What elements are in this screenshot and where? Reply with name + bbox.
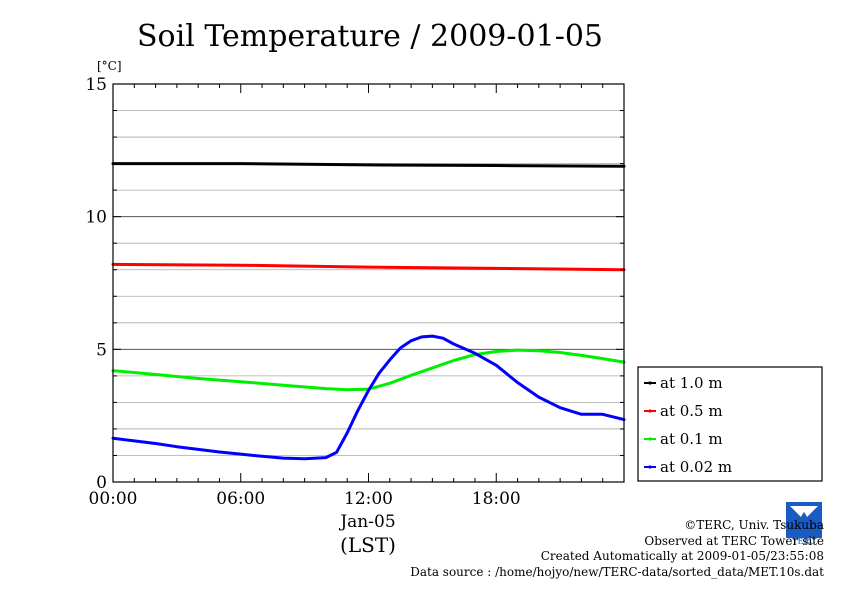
terc-logo-text: TERC xyxy=(792,537,815,546)
site-text: Observed at TERC Tower site xyxy=(644,533,824,548)
legend-label: at 1.0 m xyxy=(660,374,723,392)
series-line xyxy=(111,348,626,392)
x-tick-label: 06:00 xyxy=(216,489,265,509)
created-text: Created Automatically at 2009-01-05/23:5… xyxy=(540,549,824,564)
series-line xyxy=(111,162,626,168)
legend-marker xyxy=(648,409,652,413)
legend-label: at 0.02 m xyxy=(660,458,732,476)
y-tick-label: 15 xyxy=(85,75,107,95)
legend-label: at 0.5 m xyxy=(660,402,723,420)
series-line xyxy=(111,262,626,272)
axis-ticks: 0 5 10 15 00:00 06:00 12:00 18:00 xyxy=(85,75,625,509)
x-tick-label: 18:00 xyxy=(472,489,521,509)
legend: at 1.0 m at 0.5 m at 0.1 m at 0.02 m xyxy=(637,366,823,482)
x-axis-label: (LST) xyxy=(340,533,396,557)
water-drop-icon xyxy=(799,512,809,530)
y-tick-label: 0 xyxy=(96,473,107,493)
y-tick-label: 10 xyxy=(85,208,107,228)
series-lines xyxy=(111,162,626,461)
chart-title: Soil Temperature / 2009-01-05 xyxy=(137,19,603,54)
legend-marker xyxy=(648,381,652,385)
x-date-label: Jan-05 xyxy=(338,512,395,532)
terc-logo: TERC xyxy=(786,502,822,546)
data-source-text: Data source : /home/hojyo/new/TERC-data/… xyxy=(410,564,824,579)
y-axis-unit: [°C] xyxy=(97,59,122,73)
footer-info: ©TERC, Univ. Tsukuba Observed at TERC To… xyxy=(410,518,824,580)
legend-box xyxy=(637,366,823,482)
legend-marker xyxy=(648,437,652,441)
x-tick-label: 12:00 xyxy=(344,489,393,509)
copyright-text: ©TERC, Univ. Tsukuba xyxy=(684,518,824,532)
series-line xyxy=(111,334,626,461)
plot-frame xyxy=(112,83,625,483)
legend-label: at 0.1 m xyxy=(660,430,723,448)
y-tick-label: 5 xyxy=(96,340,107,360)
x-tick-label: 00:00 xyxy=(89,489,138,509)
legend-marker xyxy=(648,465,652,469)
